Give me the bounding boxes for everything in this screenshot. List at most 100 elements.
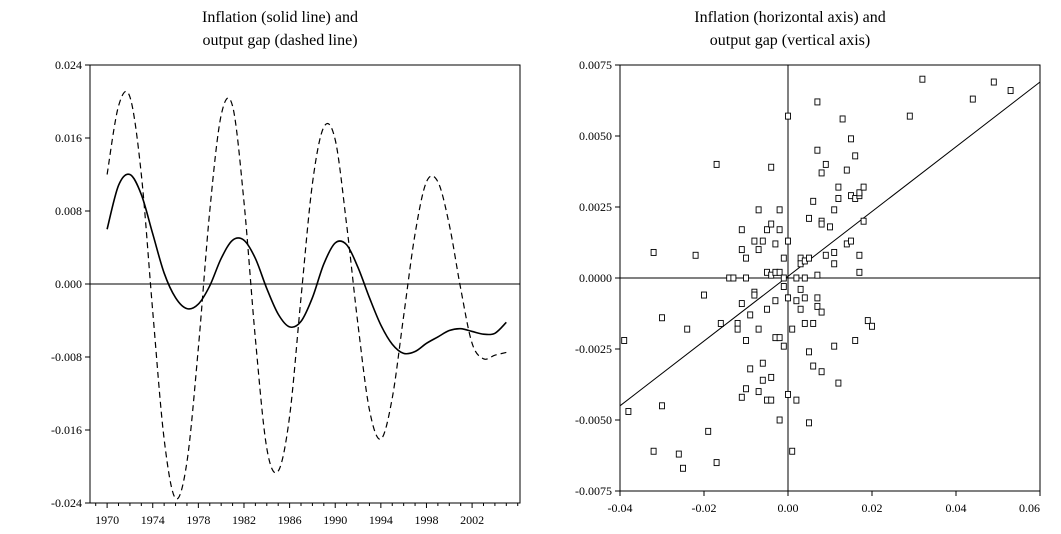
scatter-point — [680, 464, 686, 472]
scatter-point — [776, 416, 783, 424]
left-x-tick-label: 1998 — [414, 513, 438, 527]
left-x-tick-label: 1990 — [323, 513, 347, 527]
scatter-point — [806, 419, 812, 427]
right-x-tick-label: 0.06 — [1019, 501, 1040, 515]
scatter-point — [969, 95, 976, 103]
left-x-tick-label: 1974 — [141, 513, 165, 527]
scatter-point — [776, 268, 783, 276]
scatter-point — [843, 166, 850, 174]
scatter-point — [797, 285, 804, 293]
left-chart-title-line2: output gap (dashed line) — [202, 32, 358, 49]
scatter-point — [768, 396, 775, 404]
scatter-point — [692, 251, 699, 259]
scatter-point — [743, 337, 749, 344]
scatter-point — [793, 396, 800, 404]
scatter-point — [806, 254, 812, 262]
left-line-chart: 0.024 0.016 0.008 0.000 -0.008 -0.016 -0.024 19… — [51, 58, 521, 527]
left-x-tick-label: 1978 — [186, 513, 210, 527]
scatter-point — [705, 427, 712, 435]
scatter-point — [860, 183, 867, 191]
scatter-point — [768, 163, 775, 171]
right-y-tick-label: 0.0000 — [579, 271, 612, 285]
scatter-point — [701, 291, 707, 299]
inflation-line — [106, 173, 507, 355]
scatter-point — [759, 376, 766, 384]
left-y-tick-label: -0.008 — [51, 350, 82, 364]
scatter-point — [831, 206, 838, 214]
scatter-point — [818, 368, 825, 376]
scatter-point — [747, 365, 754, 373]
scatter-point — [717, 319, 724, 327]
scatter-point — [785, 294, 791, 302]
left-y-tick-label: 0.016 — [55, 131, 82, 145]
scatter-point — [785, 390, 791, 398]
scatter-point — [764, 305, 770, 313]
right-x-tick-label: -0.02 — [692, 501, 717, 515]
scatter-point — [797, 305, 804, 313]
scatter-point — [772, 297, 779, 305]
scatter-point — [810, 319, 817, 327]
left-y-tick-label: 0.024 — [55, 58, 82, 72]
scatter-point — [743, 385, 749, 393]
scatter-point — [814, 98, 821, 106]
scatter-point — [814, 294, 821, 302]
right-chart-title: Inflation (horizontal axis) and output g… — [600, 6, 980, 52]
scatter-point — [810, 362, 817, 370]
scatter-point — [785, 112, 791, 120]
scatter-point — [776, 334, 783, 342]
left-y-tick-label: -0.016 — [51, 423, 82, 437]
scatter-point — [856, 268, 863, 276]
scatter-point — [738, 300, 745, 308]
scatter-point — [768, 220, 775, 228]
scatter-point — [814, 271, 821, 279]
scatter-point — [906, 112, 913, 120]
scatter-point — [822, 251, 829, 259]
left-y-tick-label: 0.008 — [55, 204, 82, 218]
right-y-tick-label: 0.0050 — [579, 129, 612, 143]
scatter-point — [852, 152, 859, 160]
left-x-tick-label: 1994 — [369, 513, 393, 527]
scatter-point — [856, 251, 863, 259]
scatter-point — [869, 322, 875, 330]
scatter-point — [713, 459, 720, 467]
scatter-point — [625, 408, 632, 415]
scatter-point — [776, 226, 783, 234]
scatter-point — [755, 206, 762, 214]
scatter-point — [818, 308, 825, 316]
scatter-point — [659, 314, 665, 322]
scatter-point — [751, 291, 758, 299]
right-y-tick-label: 0.0025 — [579, 200, 612, 214]
scatter-point — [860, 217, 867, 225]
scatter-point — [759, 359, 766, 367]
scatter-point — [734, 325, 741, 333]
right-x-tick-label: 0.00 — [778, 501, 799, 515]
scatter-point — [793, 297, 800, 305]
right-chart-title-line1: Inflation (horizontal axis) and — [694, 9, 886, 26]
scatter-point — [764, 226, 770, 234]
scatter-point — [713, 160, 720, 168]
scatter-point — [743, 274, 749, 282]
scatter-point — [1007, 87, 1014, 95]
right-y-tick-label: 0.0075 — [579, 58, 612, 72]
scatter-point — [730, 274, 737, 282]
scatter-point — [738, 226, 745, 234]
scatter-point — [919, 75, 926, 83]
left-x-tick-label: 1982 — [232, 513, 256, 527]
scatter-point — [738, 393, 745, 401]
scatter-point — [621, 337, 628, 344]
right-y-tick-label: -0.0025 — [575, 342, 612, 356]
left-y-tick-label: -0.024 — [51, 496, 82, 510]
regression-line — [619, 81, 1041, 407]
scatter-point — [780, 274, 787, 282]
scatter-point — [856, 189, 863, 197]
right-x-tick-label: -0.04 — [608, 501, 633, 515]
scatter-point — [839, 115, 846, 123]
left-x-tick-label: 1986 — [278, 513, 302, 527]
scatter-point — [772, 240, 779, 248]
scatter-point — [743, 254, 749, 262]
scatter-point — [835, 379, 842, 387]
scatter-point — [831, 260, 838, 268]
scatter-point — [814, 302, 821, 310]
scatter-point — [675, 450, 682, 458]
